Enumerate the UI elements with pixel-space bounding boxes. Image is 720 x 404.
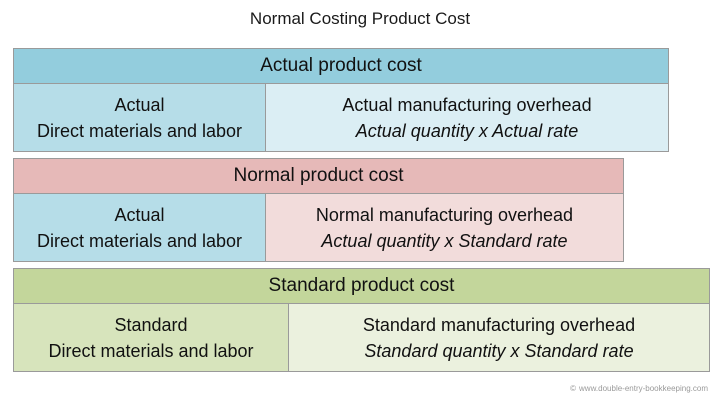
actual-product-cost-header: Actual product cost [14, 49, 668, 84]
cell-description: Direct materials and labor [48, 340, 254, 361]
overhead-label: Actual manufacturing overhead [342, 94, 592, 115]
normal-product-cost-block: Normal product cost Actual Direct materi… [13, 158, 624, 262]
standard-overhead-cell: Standard manufacturing overhead Standard… [289, 304, 709, 371]
cell-label: Standard [114, 314, 188, 335]
copyright-watermark: © www.double-entry-bookkeeping.com [570, 384, 708, 393]
cell-label: Actual [114, 204, 165, 225]
diagram-title: Normal Costing Product Cost [249, 9, 471, 28]
copyright-icon: © [570, 384, 577, 393]
overhead-formula: Standard quantity x Standard rate [364, 340, 634, 361]
cell-description: Direct materials and labor [36, 230, 243, 251]
standard-product-cost-header: Standard product cost [14, 269, 709, 304]
overhead-formula: Actual quantity x Standard rate [321, 230, 568, 251]
cell-label: Actual [114, 94, 165, 115]
normal-product-cost-header: Normal product cost [14, 159, 623, 194]
cell-description: Direct materials and labor [36, 120, 243, 141]
actual-overhead-cell: Actual manufacturing overhead Actual qua… [266, 84, 668, 151]
normal-direct-materials-cell: Actual Direct materials and labor [14, 194, 266, 261]
standard-direct-materials-cell: Standard Direct materials and labor [14, 304, 289, 371]
normal-overhead-cell: Normal manufacturing overhead Actual qua… [266, 194, 623, 261]
actual-product-cost-block: Actual product cost Actual Direct materi… [13, 48, 669, 152]
watermark-text: www.double-entry-bookkeeping.com [579, 384, 708, 393]
actual-direct-materials-cell: Actual Direct materials and labor [14, 84, 266, 151]
overhead-label: Standard manufacturing overhead [362, 314, 636, 335]
overhead-label: Normal manufacturing overhead [315, 204, 574, 225]
overhead-formula: Actual quantity x Actual rate [355, 120, 579, 141]
standard-product-cost-block: Standard product cost Standard Direct ma… [13, 268, 710, 372]
